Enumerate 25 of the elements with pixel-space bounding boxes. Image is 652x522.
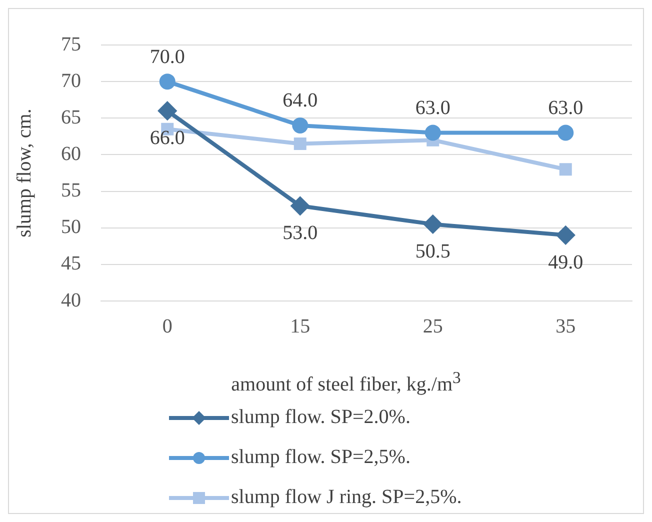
legend-label: slump flow. SP=2.0%. [231,406,410,430]
x-tick-label: 15 [290,315,310,338]
legend-label: slump flow J ring. SP=2,5%. [231,486,462,510]
y-tick-label: 45 [61,252,81,275]
y-tick-label: 65 [61,106,81,128]
data-label: 49.0 [548,251,584,274]
x-axis-title: amount of steel fiber, kg./m$^{3}$ [230,367,462,398]
x-tick-label: 25 [422,315,443,338]
data-label: 63.0 [548,97,584,120]
legend-label: slump flow. SP=2,5%. [231,446,410,470]
y-tick-label: 55 [61,180,81,202]
data-label: 64.0 [282,90,318,112]
data-label: 66.0 [150,127,185,150]
x-tick-label: 35 [556,315,576,338]
data-label: 70.0 [150,46,185,68]
data-label: 50.5 [415,240,450,262]
y-tick-label: 40 [61,289,81,312]
data-label: 53.0 [282,222,318,244]
y-tick-label: 60 [61,142,81,165]
data-label: 63.0 [415,97,450,120]
x-tick-label: 0 [162,315,172,338]
y-axis-title: slump flow, cm. [13,108,36,238]
y-tick-label: 70 [61,70,81,92]
y-tick-label: 75 [61,33,81,56]
y-tick-label: 50 [61,216,81,238]
